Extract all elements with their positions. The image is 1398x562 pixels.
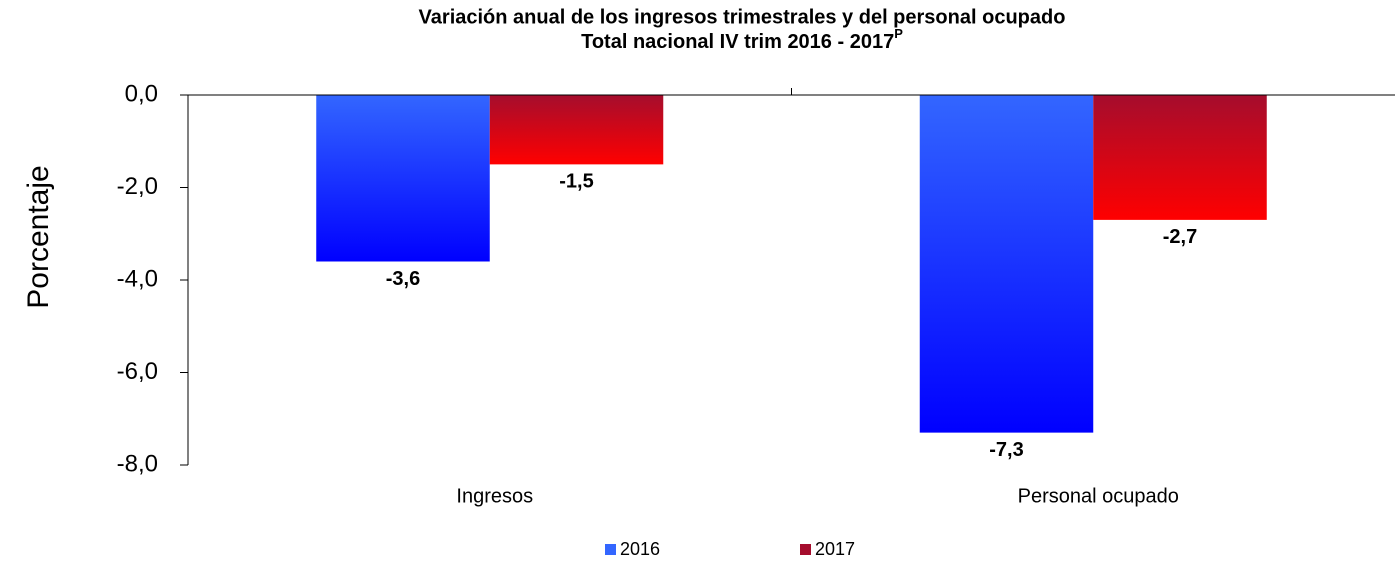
legend-swatch xyxy=(605,544,616,555)
y-axis-label: Porcentaje xyxy=(22,165,55,308)
bar xyxy=(919,95,1094,433)
chart-title: Total nacional IV trim 2016 - 2017 xyxy=(581,31,894,53)
legend-swatch xyxy=(800,544,811,555)
y-tick-label: -6,0 xyxy=(117,358,158,385)
y-tick-label: -2,0 xyxy=(117,173,158,200)
chart-title: Variación anual de los ingresos trimestr… xyxy=(419,6,1066,28)
data-label: -3,6 xyxy=(386,268,420,290)
legend-label: 2016 xyxy=(620,539,660,559)
data-label: -7,3 xyxy=(989,439,1023,461)
data-label: -1,5 xyxy=(559,171,593,193)
y-tick-label: -8,0 xyxy=(117,450,158,477)
data-label: -2,7 xyxy=(1163,226,1197,248)
x-tick-label: Personal ocupado xyxy=(1018,485,1179,507)
y-tick-label: 0,0 xyxy=(125,80,158,107)
bar xyxy=(316,95,490,262)
x-tick-label: Ingresos xyxy=(456,485,533,507)
bar xyxy=(1093,95,1267,220)
y-tick-label: -4,0 xyxy=(117,265,158,292)
legend-label: 2017 xyxy=(815,539,855,559)
bar xyxy=(489,95,664,165)
title-superscript: P xyxy=(894,26,903,41)
chart-title: Total nacional IV trim 2016 - 2017P xyxy=(581,26,903,53)
